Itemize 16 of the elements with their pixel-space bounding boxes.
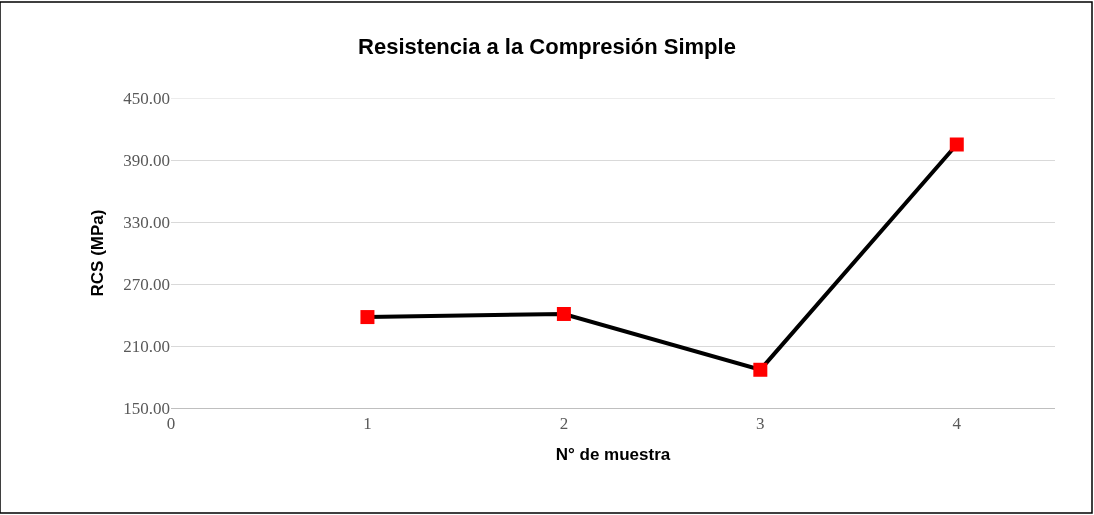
y-tick-label: 330.00 [123, 212, 170, 232]
x-axis-title: N° de muestra [555, 444, 671, 464]
point [360, 310, 375, 325]
chart-title: Resistencia a la Compresión Simple [358, 34, 736, 60]
y-tick-label: 270.00 [123, 274, 170, 294]
y-tick-label: 210.00 [123, 336, 170, 356]
x-tick-label: 3 [756, 414, 765, 434]
point [753, 362, 768, 377]
x-tick-label: 4 [952, 414, 962, 434]
y-axis-title: RCS (MPa) [87, 209, 107, 297]
point [949, 137, 964, 152]
y-tick-label: 450.00 [123, 88, 170, 108]
y-tick-label: 390.00 [123, 150, 170, 170]
x-tick-label: 1 [363, 414, 372, 434]
x-tick-label: 2 [559, 414, 569, 434]
point [556, 306, 571, 321]
